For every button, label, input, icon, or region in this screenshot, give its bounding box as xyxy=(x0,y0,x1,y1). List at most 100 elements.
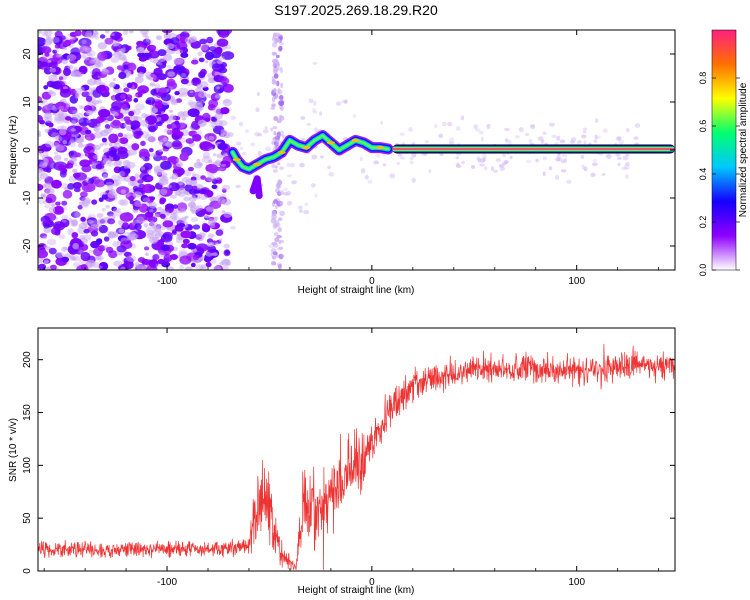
noise-speckle xyxy=(44,38,53,46)
noise-speckle xyxy=(279,210,285,216)
noise-speckle xyxy=(61,59,68,65)
noise-speckle xyxy=(602,128,608,134)
noise-speckle xyxy=(126,161,136,169)
noise-speckle xyxy=(107,184,114,192)
noise-speckle xyxy=(504,160,508,165)
noise-speckle xyxy=(82,144,88,148)
noise-speckle xyxy=(74,211,81,218)
noise-speckle xyxy=(105,246,114,254)
noise-speckle xyxy=(198,71,206,79)
noise-speckle xyxy=(622,155,629,161)
noise-speckle xyxy=(165,140,174,148)
noise-speckle xyxy=(145,226,156,235)
noise-speckle xyxy=(107,232,115,239)
noise-speckle xyxy=(48,122,54,128)
noise-speckle xyxy=(166,129,173,135)
noise-speckle xyxy=(205,261,212,268)
noise-speckle xyxy=(299,209,303,214)
noise-speckle xyxy=(38,168,44,173)
noise-speckle xyxy=(108,142,113,147)
noise-speckle xyxy=(502,152,507,158)
noise-speckle xyxy=(177,180,184,186)
noise-speckle xyxy=(198,91,207,98)
noise-speckle xyxy=(180,217,187,222)
noise-speckle xyxy=(270,127,274,132)
noise-speckle xyxy=(80,191,88,198)
noise-speckle xyxy=(90,230,99,237)
noise-speckle xyxy=(155,62,162,67)
noise-speckle xyxy=(93,144,101,151)
noise-speckle xyxy=(159,197,167,203)
noise-speckle xyxy=(471,165,476,169)
noise-speckle xyxy=(47,59,52,63)
noise-speckle xyxy=(70,128,76,132)
noise-speckle xyxy=(174,91,180,96)
noise-speckle xyxy=(139,148,149,158)
noise-speckle xyxy=(483,165,488,171)
noise-speckle xyxy=(188,202,196,209)
noise-speckle xyxy=(145,35,150,40)
noise-speckle xyxy=(279,166,285,171)
noise-speckle xyxy=(140,140,146,147)
noise-speckle xyxy=(624,165,630,171)
noise-speckle xyxy=(171,173,179,180)
noise-speckle xyxy=(524,132,530,137)
noise-speckle xyxy=(44,52,50,57)
noise-speckle xyxy=(172,216,182,224)
noise-speckle xyxy=(396,161,401,165)
noise-speckle xyxy=(41,123,46,127)
noise-speckle xyxy=(221,163,227,167)
noise-speckle xyxy=(107,218,116,225)
noise-speckle xyxy=(201,222,209,229)
noise-speckle xyxy=(160,213,166,219)
noise-speckle xyxy=(165,211,170,215)
noise-speckle xyxy=(110,33,115,37)
noise-speckle xyxy=(211,184,218,190)
spectrogram-y-tick-label: 20 xyxy=(22,48,33,60)
noise-speckle xyxy=(566,179,572,184)
noise-speckle xyxy=(77,205,83,210)
noise-speckle xyxy=(182,238,190,244)
noise-speckle xyxy=(583,166,588,172)
noise-speckle xyxy=(74,172,87,181)
noise-speckle xyxy=(212,62,225,72)
noise-speckle xyxy=(160,111,165,115)
noise-speckle xyxy=(49,67,57,73)
noise-speckle xyxy=(147,74,157,81)
snr-x-tick-label: 0 xyxy=(369,577,375,588)
noise-speckle xyxy=(67,218,73,222)
noise-speckle xyxy=(529,124,536,127)
noise-speckle xyxy=(455,125,461,131)
noise-speckle xyxy=(64,39,72,47)
noise-speckle xyxy=(120,266,126,270)
noise-speckle xyxy=(205,60,209,64)
noise-speckle xyxy=(283,187,288,191)
noise-speckle xyxy=(105,204,110,209)
noise-speckle xyxy=(166,184,172,189)
noise-speckle xyxy=(112,40,120,47)
noise-speckle xyxy=(268,244,275,249)
noise-speckle xyxy=(44,141,55,148)
noise-speckle xyxy=(72,261,80,268)
noise-speckle xyxy=(179,152,189,162)
noise-speckle xyxy=(291,180,297,185)
noise-speckle xyxy=(615,136,622,141)
noise-speckle xyxy=(434,124,438,129)
noise-speckle xyxy=(53,221,66,231)
noise-speckle xyxy=(175,131,184,137)
noise-speckle xyxy=(397,153,403,157)
noise-speckle xyxy=(449,137,455,142)
noise-speckle xyxy=(163,53,173,62)
noise-speckle xyxy=(560,169,567,173)
noise-speckle xyxy=(72,114,80,120)
noise-speckle xyxy=(38,257,44,264)
noise-speckle xyxy=(133,98,139,103)
noise-speckle xyxy=(616,157,622,160)
noise-speckle xyxy=(82,45,89,51)
snr-y-tick-label: 100 xyxy=(22,457,33,474)
noise-speckle xyxy=(168,215,178,222)
noise-speckle xyxy=(200,99,205,104)
noise-speckle xyxy=(98,197,104,202)
